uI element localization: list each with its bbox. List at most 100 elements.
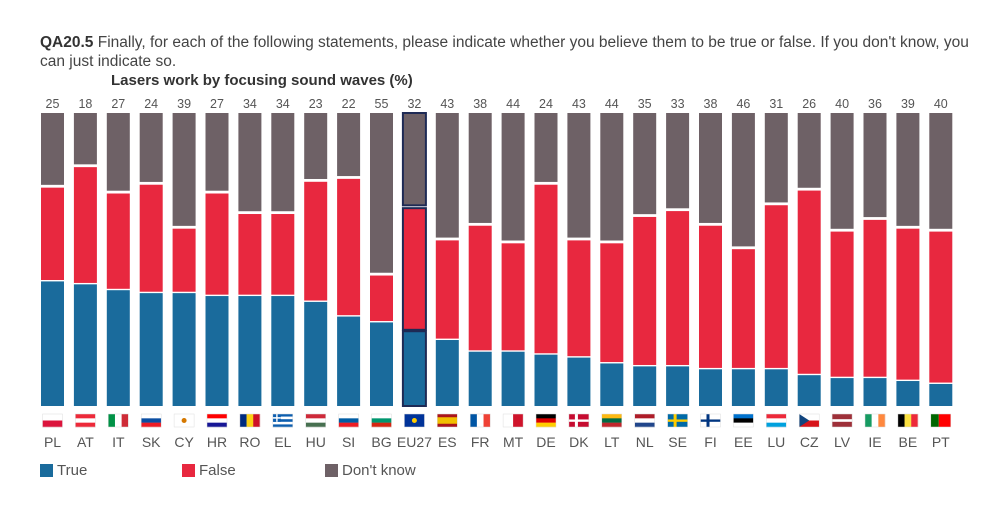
bar-dont-know-dk xyxy=(567,113,591,238)
tick-label-fi: FI xyxy=(704,434,716,450)
tick-label-at: AT xyxy=(77,434,94,450)
bar-true-bg xyxy=(370,322,393,406)
label-dont-know-pt: 40 xyxy=(934,97,948,111)
bar-false-hu xyxy=(304,181,328,301)
legend-label-true: True xyxy=(57,462,88,479)
bar-dont-know-pt xyxy=(929,113,953,229)
ireland-flag-icon xyxy=(864,413,886,428)
tick-label-ee: EE xyxy=(734,434,753,450)
bar-dont-know-cy xyxy=(172,113,196,226)
tick-label-dk: DK xyxy=(569,434,589,450)
bar-false-ro xyxy=(238,214,262,295)
question-header: QA20.5 Finally, for each of the followin… xyxy=(40,33,970,71)
sweden-flag-icon xyxy=(667,413,688,428)
bar-dont-know-lv xyxy=(830,113,854,229)
bar-true-dk xyxy=(567,357,591,406)
bar-false-hr xyxy=(205,193,229,295)
poland-flag-icon xyxy=(42,413,63,428)
bar-dont-know-lt xyxy=(600,113,624,241)
bar-true-it xyxy=(106,290,130,406)
bar-dont-know-pl xyxy=(41,113,64,185)
eu-flag-icon xyxy=(404,413,425,428)
bar-dont-know-ie xyxy=(863,113,887,218)
lithuania-flag-icon xyxy=(601,413,623,428)
question-text: Finally, for each of the following state… xyxy=(40,34,969,70)
label-dont-know-dk: 43 xyxy=(572,97,586,111)
tick-label-sk: SK xyxy=(142,434,161,450)
bar-dont-know-bg xyxy=(370,113,393,273)
denmark-flag-icon xyxy=(568,413,590,428)
bar-true-mt xyxy=(501,351,525,406)
legend-swatch-dont-know xyxy=(325,464,338,477)
hungary-flag-icon xyxy=(305,413,326,428)
malta-flag-icon xyxy=(502,413,524,428)
croatia-flag-icon xyxy=(206,413,228,428)
bar-dont-know-ee xyxy=(731,113,755,247)
tick-label-lv: LV xyxy=(834,434,851,450)
bulgaria-flag-icon xyxy=(371,413,392,428)
bar-false-sk xyxy=(139,184,163,292)
bar-dont-know-de xyxy=(534,113,558,182)
bar-dont-know-eu27 xyxy=(401,112,427,207)
italy-flag-icon xyxy=(108,413,129,428)
label-dont-know-se: 33 xyxy=(671,97,685,111)
label-dont-know-hu: 23 xyxy=(309,97,323,111)
legend-item-true: True xyxy=(40,462,87,479)
bar-false-mt xyxy=(501,243,525,351)
bar-true-be xyxy=(896,381,920,406)
tick-label-el: EL xyxy=(274,434,291,450)
bar-true-ie xyxy=(863,378,887,406)
luxembourg-flag-icon xyxy=(766,413,787,428)
label-dont-know-be: 39 xyxy=(901,97,915,111)
bar-true-el xyxy=(271,296,295,406)
bar-dont-know-at xyxy=(73,113,97,165)
legend-item-false: False xyxy=(182,462,236,479)
label-dont-know-si: 22 xyxy=(342,97,356,111)
tick-label-cy: CY xyxy=(174,434,194,450)
tick-label-lt: LT xyxy=(604,434,620,450)
bar-false-fr xyxy=(468,225,492,351)
label-dont-know-el: 34 xyxy=(276,97,290,111)
bar-false-at xyxy=(73,167,97,283)
tick-label-it: IT xyxy=(112,434,125,450)
cyprus-flag-icon xyxy=(173,413,195,428)
tick-label-es: ES xyxy=(438,434,457,450)
bar-false-cz xyxy=(797,190,821,374)
bar-true-fi xyxy=(699,369,722,406)
slovenia-flag-icon xyxy=(338,413,359,428)
bar-dont-know-hu xyxy=(304,113,328,179)
bar-dont-know-it xyxy=(106,113,130,191)
label-dont-know-eu27: 32 xyxy=(407,97,421,111)
bar-false-ee xyxy=(731,249,755,368)
label-dont-know-nl: 35 xyxy=(638,97,652,111)
bar-true-pt xyxy=(929,383,953,406)
bar-false-el xyxy=(271,214,295,295)
tick-label-se: SE xyxy=(668,434,687,450)
bar-false-de xyxy=(534,184,558,354)
label-dont-know-lv: 40 xyxy=(835,97,849,111)
tick-label-cz: CZ xyxy=(800,434,819,450)
label-dont-know-sk: 24 xyxy=(144,97,158,111)
bar-false-se xyxy=(666,211,690,365)
bar-false-si xyxy=(337,178,361,316)
label-dont-know-ro: 34 xyxy=(243,97,257,111)
bar-false-es xyxy=(435,240,459,339)
chart-title: Lasers work by focusing sound waves (%) xyxy=(111,72,413,89)
legend-label-false: False xyxy=(199,462,236,479)
label-dont-know-cy: 39 xyxy=(177,97,191,111)
belgium-flag-icon xyxy=(897,413,919,428)
label-dont-know-ee: 46 xyxy=(736,97,750,111)
tick-label-mt: MT xyxy=(503,434,524,450)
bar-dont-know-ro xyxy=(238,113,262,212)
france-flag-icon xyxy=(469,413,491,428)
bar-false-lt xyxy=(600,243,624,363)
tick-label-eu27: EU27 xyxy=(397,434,432,450)
label-dont-know-hr: 27 xyxy=(210,97,224,111)
bar-false-eu27 xyxy=(401,207,427,331)
bar-true-nl xyxy=(633,366,657,406)
bar-true-es xyxy=(435,340,459,406)
romania-flag-icon xyxy=(239,413,261,428)
bar-dont-know-fr xyxy=(468,113,492,223)
bar-false-pt xyxy=(929,231,953,383)
